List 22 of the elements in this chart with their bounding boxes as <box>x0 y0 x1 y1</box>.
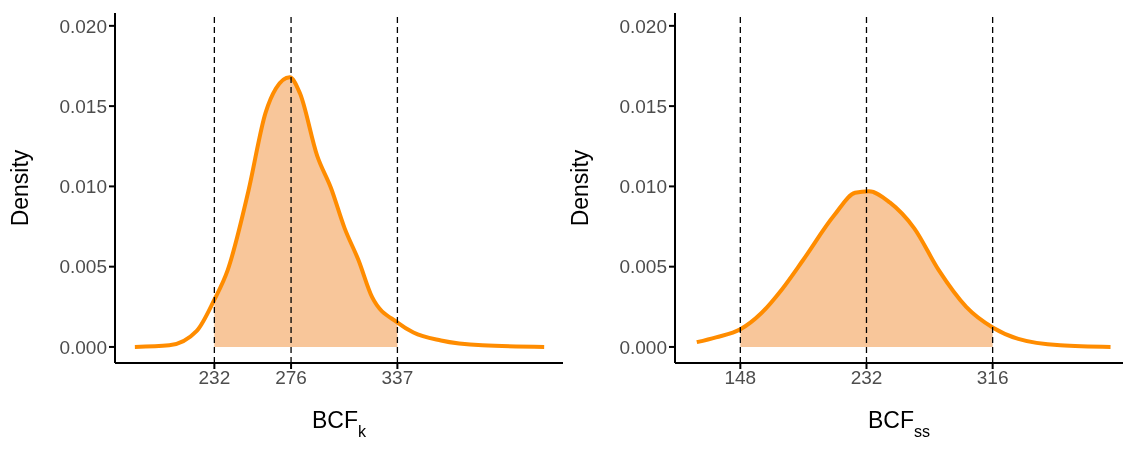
y-tick-label: 0.020 <box>619 15 667 37</box>
x-axis-title: BCF$_{ss}$ <box>867 407 931 440</box>
y-tick-label: 0.005 <box>59 256 107 278</box>
line-series <box>132 75 547 349</box>
y-tick-label: 0.010 <box>619 176 667 198</box>
x-tick-label: 232 <box>198 367 231 389</box>
x-tick-label: 337 <box>381 367 414 389</box>
y-tick-label: 0.005 <box>619 256 667 278</box>
x-axis-title: BCF$_{k}$ <box>311 407 367 440</box>
x-tick-label: 316 <box>976 367 1009 389</box>
x-tick-label: 232 <box>850 367 883 389</box>
y-tick-label: 0.015 <box>59 95 107 117</box>
y-tick-label: 0.010 <box>59 176 107 198</box>
y-axis-title: Density <box>567 149 593 227</box>
y-tick-label: 0.000 <box>59 336 107 358</box>
y-axis-title: Density <box>7 149 33 227</box>
y-tick-label: 0.020 <box>59 15 107 37</box>
y-tick-label: 0.000 <box>619 336 667 358</box>
y-tick-label: 0.015 <box>619 95 667 117</box>
x-tick-label: 276 <box>275 367 307 389</box>
line-series <box>694 189 1113 349</box>
x-tick-label: 148 <box>724 367 757 389</box>
